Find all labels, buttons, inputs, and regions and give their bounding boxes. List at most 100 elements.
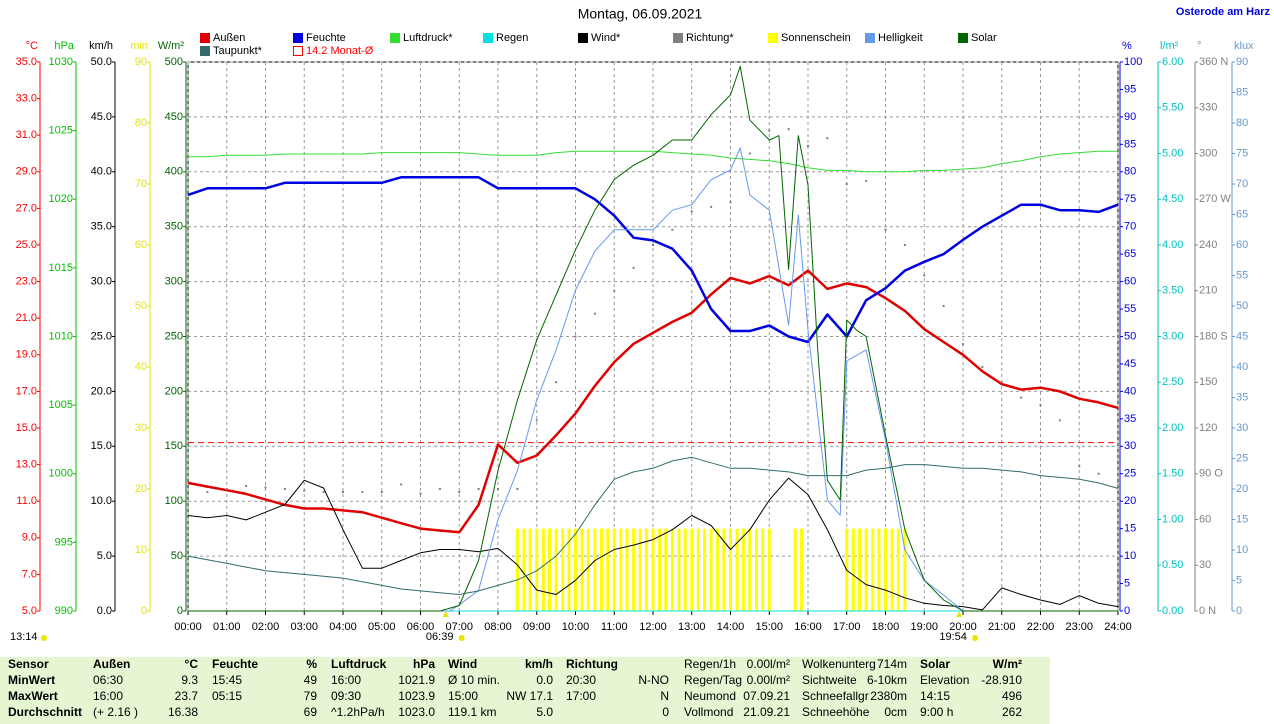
direction-dot xyxy=(438,488,441,490)
sunshine-bar xyxy=(593,528,597,611)
y-tick-label: 0.00 xyxy=(1162,605,1183,617)
x-tick-label: 08:00 xyxy=(484,621,512,633)
y-tick-label: 65 xyxy=(1124,248,1136,260)
legend-marker xyxy=(200,33,210,43)
y-tick-label: 4.50 xyxy=(1162,193,1183,205)
y-tick-label: 30 xyxy=(1199,559,1211,571)
sunshine-bar xyxy=(709,528,713,611)
y-tick-label: 70 xyxy=(1236,178,1248,190)
axis-label: min xyxy=(130,40,148,52)
table-cell: Regen/1h xyxy=(684,657,736,671)
x-tick-label: 07:00 xyxy=(445,621,473,633)
table-cell: Ø 10 min. xyxy=(448,673,500,687)
y-tick-label: 360 N xyxy=(1199,56,1228,68)
sunshine-bar xyxy=(632,528,636,611)
sunshine-bar xyxy=(567,528,571,611)
direction-dot xyxy=(1000,381,1003,384)
direction-dot xyxy=(768,129,771,132)
direction-dot xyxy=(225,488,228,490)
sunshine-bar xyxy=(864,528,868,611)
sun-icon xyxy=(41,635,47,641)
y-tick-label: 990 xyxy=(55,605,73,617)
sunshine-bar xyxy=(541,528,545,611)
y-tick-label: 4.00 xyxy=(1162,239,1183,251)
sun-icon xyxy=(972,635,979,641)
sunshine-bar xyxy=(658,528,662,611)
direction-dot xyxy=(1020,396,1023,399)
y-tick-label: 45 xyxy=(1124,358,1136,370)
y-tick-label: 1.50 xyxy=(1162,468,1183,480)
table-cell: 5.0 xyxy=(536,705,553,719)
sunshine-bar xyxy=(612,528,616,611)
table-cell: 15:00 xyxy=(448,689,478,703)
legend-label: Solar xyxy=(971,32,997,44)
direction-dot xyxy=(206,491,209,494)
y-tick-label: 100 xyxy=(165,495,183,507)
table-cell: 0.00l/m² xyxy=(747,657,790,671)
y-tick-label: 35.0 xyxy=(91,221,112,233)
x-tick-label: 09:00 xyxy=(523,621,551,633)
table-cell: 09:30 xyxy=(331,689,361,703)
y-tick-label: 150 xyxy=(1199,376,1217,388)
direction-dot xyxy=(1039,404,1042,407)
sunshine-bar xyxy=(722,528,726,611)
sunshine-bar xyxy=(580,528,584,611)
y-tick-label: 5.0 xyxy=(22,605,37,617)
table-cell: NW 17.1 xyxy=(506,689,553,703)
direction-dot xyxy=(497,488,499,490)
axis-label: klux xyxy=(1234,40,1254,52)
chart-title: Montag, 06.09.2021 xyxy=(578,6,703,22)
y-tick-label: 500 xyxy=(165,56,183,68)
sunshine-bar xyxy=(799,528,803,611)
sunshine-bar xyxy=(690,528,694,611)
y-tick-label: 29.0 xyxy=(16,166,37,178)
table-cell: 23.7 xyxy=(175,689,199,703)
table-cell: Richtung xyxy=(566,657,618,671)
series-line xyxy=(187,176,1119,344)
axis-label: % xyxy=(1122,40,1132,52)
y-tick-label: 85 xyxy=(1124,138,1136,150)
y-tick-label: 10 xyxy=(1236,544,1248,556)
sunshine-bar xyxy=(638,528,642,611)
table-cell: 79 xyxy=(304,689,318,703)
y-tick-label: 80 xyxy=(1236,117,1248,129)
x-tick-label: 12:00 xyxy=(639,621,667,633)
y-tick-label: 200 xyxy=(165,385,183,397)
legend-marker xyxy=(578,33,588,43)
direction-dot xyxy=(865,179,868,182)
sunshine-bar xyxy=(664,528,668,611)
sunshine-bar xyxy=(890,528,894,611)
direction-dot xyxy=(671,228,674,231)
station-name: Osterode am Harz xyxy=(1176,6,1271,18)
sunshine-bar xyxy=(586,528,590,611)
table-cell: hPa xyxy=(413,657,435,671)
table-cell: Vollmond xyxy=(684,705,733,719)
x-tick-label: 06:00 xyxy=(407,621,435,633)
table-cell: 49 xyxy=(304,673,318,687)
x-tick-label: 15:00 xyxy=(755,621,783,633)
y-tick-label: 300 xyxy=(1199,147,1217,159)
legend-marker xyxy=(958,33,968,43)
axis-label: km/h xyxy=(89,40,113,52)
y-tick-label: 10.0 xyxy=(91,495,112,507)
table-cell: Neumond xyxy=(684,689,736,703)
y-tick-label: 210 xyxy=(1199,285,1217,297)
direction-dot xyxy=(962,343,964,346)
y-tick-label: 30.0 xyxy=(91,276,112,288)
table-cell: 05:15 xyxy=(212,689,242,703)
direction-dot xyxy=(632,266,635,269)
sunshine-bar xyxy=(599,528,603,611)
x-tick-label: 22:00 xyxy=(1027,621,1055,633)
sunshine-bar xyxy=(625,528,629,611)
y-tick-label: 40.0 xyxy=(91,166,112,178)
table-cell: 714m xyxy=(877,657,907,671)
legend-marker xyxy=(483,33,493,43)
table-cell: 06:30 xyxy=(93,673,123,687)
y-tick-label: 5 xyxy=(1236,574,1242,586)
table-cell: 69 xyxy=(304,705,318,719)
sunshine-bar xyxy=(606,528,610,611)
y-tick-label: 19.0 xyxy=(16,349,37,361)
x-tick-label: 23:00 xyxy=(1065,621,1093,633)
stats-panel xyxy=(0,657,1050,724)
